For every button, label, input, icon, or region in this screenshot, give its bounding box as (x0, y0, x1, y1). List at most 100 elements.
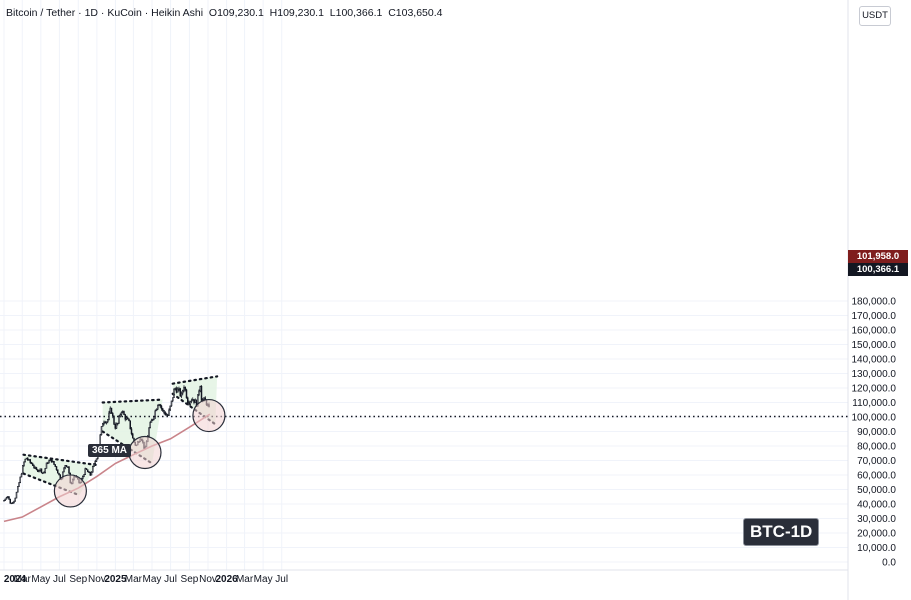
y-tick-label: 50,000.0 (857, 485, 896, 496)
high-value: H109,230.1 (269, 7, 324, 19)
candle-body (68, 466, 70, 474)
candle-body (172, 397, 174, 402)
touch-circles (53, 398, 226, 508)
y-tick-label: 110,000.0 (852, 398, 896, 409)
candle-body (128, 418, 130, 422)
candle-body (194, 399, 197, 403)
currency-button[interactable]: USDT (859, 6, 891, 26)
candle-body (45, 462, 48, 469)
trendline (101, 398, 164, 404)
candle-body (158, 404, 160, 406)
candle-body (192, 399, 194, 401)
candle-body (95, 458, 98, 462)
candle-body (188, 402, 190, 405)
candle-body (163, 410, 165, 413)
candle-body (117, 422, 119, 425)
candle-body (88, 471, 90, 473)
candle-body (124, 414, 127, 420)
last-price-tag: 100,366.1 (848, 263, 908, 276)
y-tick-label: 70,000.0 (857, 456, 896, 467)
candle-body (41, 472, 44, 474)
candle-body (102, 423, 104, 427)
candle-body (36, 469, 39, 472)
y-axis: 180,000.0 170,000.0 160,000.0 150,000.0 140,… (852, 297, 897, 569)
candle-body (108, 412, 110, 420)
y-tick-label: 0.0 (882, 558, 896, 569)
candle-body (103, 421, 105, 425)
ma-label: 365 MA (88, 444, 132, 457)
candle-body (19, 476, 21, 483)
candle-body (34, 467, 36, 469)
y-tick-label: 150,000.0 (852, 340, 897, 351)
candle-body (125, 417, 128, 420)
candle-body (25, 457, 28, 460)
candle-body (185, 389, 188, 399)
candle-body (122, 411, 124, 413)
candle-body (123, 411, 125, 415)
x-tick-label: Mar (236, 574, 254, 585)
candle-body (65, 465, 68, 468)
candle-body (187, 397, 189, 404)
candle-body (154, 410, 157, 418)
candle-body (118, 415, 120, 424)
candle-body (85, 468, 88, 471)
candle-body (84, 468, 87, 475)
candle-body (15, 491, 18, 499)
candle-body (9, 498, 12, 504)
candle-body (152, 418, 154, 421)
candle-body (28, 459, 30, 461)
x-tick-label: Sep (69, 574, 87, 585)
candle-body (83, 474, 85, 477)
candle-body (170, 400, 173, 407)
trendline (22, 453, 97, 466)
candle-body (51, 461, 54, 463)
candle-body (87, 469, 89, 473)
y-tick-label: 140,000.0 (852, 355, 897, 366)
candle-body (93, 463, 95, 467)
candle-body (155, 408, 158, 412)
candle-body (183, 387, 185, 392)
x-tick-label: Jul (164, 574, 177, 585)
x-tick-label: Nov (88, 574, 106, 585)
candle-body (167, 414, 169, 416)
candle-body (31, 463, 34, 466)
y-tick-label: 130,000.0 (852, 369, 897, 380)
x-tick-label: 2025 (104, 574, 127, 585)
candle-body (193, 399, 195, 403)
x-tick-label: 2024 (4, 574, 27, 585)
candle-body (20, 473, 23, 478)
candle-body (7, 496, 9, 498)
x-tick-label: Mar (14, 574, 32, 585)
candle-body (174, 388, 177, 390)
touch-circle (53, 474, 87, 508)
candle-body (114, 423, 117, 429)
candle-body (148, 427, 150, 437)
candle-body (82, 476, 84, 480)
candle-body (46, 462, 49, 465)
symbol-title[interactable]: Bitcoin / Tether · 1D · KuCoin · Heikin … (6, 7, 204, 19)
candle-body (199, 386, 202, 392)
candle-body (120, 411, 123, 415)
y-tick-label: 100,000.0 (852, 413, 897, 424)
y-tick-label: 180,000.0 (852, 297, 897, 308)
candle-body (179, 388, 182, 397)
candle-body (90, 471, 93, 476)
y-tick-label: 40,000.0 (857, 500, 896, 511)
candle-body (180, 392, 183, 397)
candle-body (54, 464, 56, 467)
candle-body (89, 471, 92, 476)
candle-body (203, 397, 205, 400)
candle-body (43, 472, 45, 474)
candle-body (182, 390, 184, 394)
candle-body (35, 467, 38, 470)
candle-body (104, 421, 107, 424)
candle-body (10, 502, 13, 505)
candle-body (33, 465, 35, 468)
candle-body (157, 404, 159, 410)
candle-body (58, 472, 60, 476)
candle-body (67, 466, 69, 468)
candle-body (169, 405, 172, 411)
candle-body (26, 457, 29, 461)
y-tick-label: 90,000.0 (857, 427, 896, 438)
